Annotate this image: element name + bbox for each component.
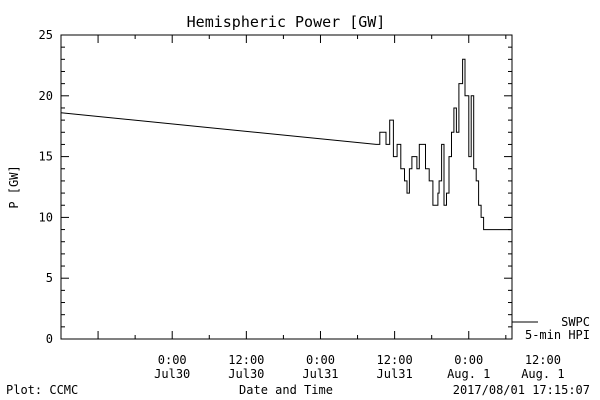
x-tick-label-time: 0:00 — [454, 353, 483, 367]
x-tick-label-time: 12:00 — [228, 353, 264, 367]
chart-title: Hemispheric Power [GW] — [187, 13, 386, 31]
legend-label-line2: 5-min HPI — [525, 328, 590, 342]
legend-label-line1: SWPC — [561, 315, 590, 329]
y-tick-label: 20 — [39, 89, 53, 103]
x-tick-label-date: Jul30 — [228, 367, 264, 381]
plot-frame — [60, 34, 513, 340]
x-tick-label-date: Aug. 1 — [447, 367, 490, 381]
x-tick-label-date: Jul31 — [302, 367, 338, 381]
x-tick-label-date: Aug. 1 — [521, 367, 564, 381]
y-tick-label: 5 — [46, 271, 53, 285]
y-tick-label: 10 — [39, 210, 53, 224]
y-tick-label: 15 — [39, 150, 53, 164]
x-axis: 0:00Jul3012:00Jul300:00Jul3112:00Jul310:… — [60, 35, 565, 381]
footer-timestamp: 2017/08/01 17:15:07 — [453, 383, 590, 397]
footer-plot-credit: Plot: CCMC — [6, 383, 78, 397]
x-axis-label: Date and Time — [239, 383, 333, 397]
x-tick-label-time: 0:00 — [158, 353, 187, 367]
x-tick-label-time: 12:00 — [377, 353, 413, 367]
y-tick-label: 0 — [46, 332, 53, 346]
x-tick-label-time: 12:00 — [525, 353, 561, 367]
x-tick-label-date: Jul30 — [154, 367, 190, 381]
x-tick-label-time: 0:00 — [306, 353, 335, 367]
x-tick-label-date: Jul31 — [377, 367, 413, 381]
y-axis-label: P [GW] — [7, 165, 21, 208]
series-line-hpi — [60, 58, 511, 231]
y-axis: 0 5 10 15 20 25 — [39, 28, 512, 346]
series-layer — [60, 58, 511, 231]
y-tick-label: 25 — [39, 28, 53, 42]
